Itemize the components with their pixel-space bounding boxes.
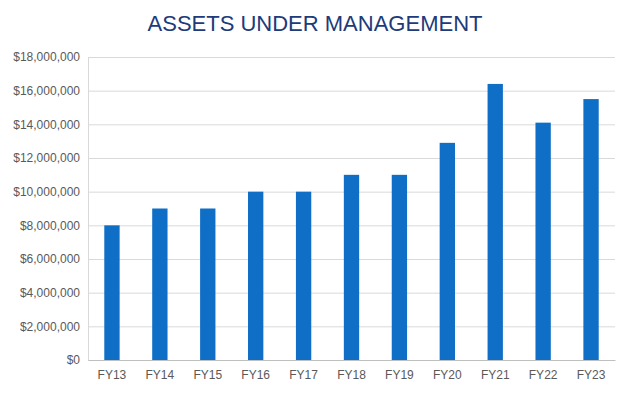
x-tick: FY17 xyxy=(289,368,318,382)
y-tick: $12,000,000 xyxy=(13,151,615,165)
x-tick-label: FY22 xyxy=(529,368,558,382)
x-tick: FY23 xyxy=(577,368,606,382)
y-tick-label: $2,000,000 xyxy=(20,320,80,334)
y-tick-label: $8,000,000 xyxy=(20,219,80,233)
bar xyxy=(200,209,215,361)
x-tick: FY13 xyxy=(98,368,127,382)
x-tick-label: FY18 xyxy=(337,368,366,382)
title: ASSETS UNDER MANAGEMENT xyxy=(148,11,483,36)
x-tick: FY18 xyxy=(337,368,366,382)
x-axis-line xyxy=(89,360,616,361)
x-tick: FY22 xyxy=(529,368,558,382)
x-axis: FY13 FY14 FY15 FY16 FY17 FY18 FY19 FY20 FY21 FY22… xyxy=(89,361,616,382)
y-tick: $0 xyxy=(67,353,615,367)
bars xyxy=(104,84,598,360)
y-axis: $0 $2,000,000 $4,000,000 $6,000,000 $8,000,0… xyxy=(13,50,615,367)
x-tick-label: FY21 xyxy=(481,368,510,382)
y-tick-label: $18,000,000 xyxy=(13,50,80,64)
x-tick: FY21 xyxy=(481,368,510,382)
x-tick-label: FY20 xyxy=(433,368,462,382)
x-tick: FY15 xyxy=(193,368,222,382)
bar xyxy=(248,192,263,360)
x-tick: FY20 xyxy=(433,368,462,382)
x-tick-label: FY15 xyxy=(193,368,222,382)
bar xyxy=(104,225,119,360)
x-tick-label: FY14 xyxy=(146,368,175,382)
grid-line xyxy=(88,91,615,92)
y-axis-line xyxy=(88,58,89,361)
y-tick-label: $4,000,000 xyxy=(20,286,80,300)
bar xyxy=(440,143,455,360)
x-tick-label: FY19 xyxy=(385,368,414,382)
bar xyxy=(488,84,503,360)
x-tick: FY14 xyxy=(146,368,175,382)
x-tick-label: FY23 xyxy=(577,368,606,382)
y-tick-label: $14,000,000 xyxy=(13,118,80,132)
grid-line xyxy=(88,57,615,58)
y-tick-label: $6,000,000 xyxy=(20,252,80,266)
bar xyxy=(535,123,550,360)
y-tick: $14,000,000 xyxy=(13,118,615,132)
x-tick-label: FY17 xyxy=(289,368,318,382)
x-tick-label: FY16 xyxy=(241,368,270,382)
bar xyxy=(296,192,311,360)
y-tick: $18,000,000 xyxy=(13,50,615,64)
y-tick-label: $12,000,000 xyxy=(13,151,80,165)
bar xyxy=(583,99,598,360)
bar xyxy=(344,175,359,360)
y-tick-label: $16,000,000 xyxy=(13,84,80,98)
y-tick-label: $10,000,000 xyxy=(13,185,80,199)
y-tick: $16,000,000 xyxy=(13,84,615,98)
y-tick-label: $0 xyxy=(67,353,81,367)
x-tick-label: FY13 xyxy=(98,368,127,382)
y-tick: $10,000,000 xyxy=(13,185,615,199)
bar xyxy=(392,175,407,360)
chart: ASSETS UNDER MANAGEMENT $0 $2,000,000 $4,00… xyxy=(0,0,628,397)
bar xyxy=(152,209,167,361)
plot: $0 $2,000,000 $4,000,000 $6,000,000 $8,000,0… xyxy=(13,50,615,381)
x-tick: FY19 xyxy=(385,368,414,382)
grid-line xyxy=(88,360,615,361)
x-tick: FY16 xyxy=(241,368,270,382)
